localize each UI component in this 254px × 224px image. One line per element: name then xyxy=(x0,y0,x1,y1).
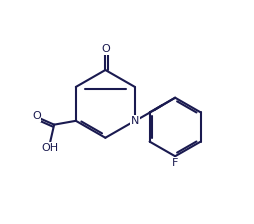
Text: O: O xyxy=(101,44,110,54)
Text: N: N xyxy=(131,116,139,126)
Text: OH: OH xyxy=(42,143,59,153)
Text: F: F xyxy=(172,158,178,168)
Text: O: O xyxy=(32,111,41,121)
